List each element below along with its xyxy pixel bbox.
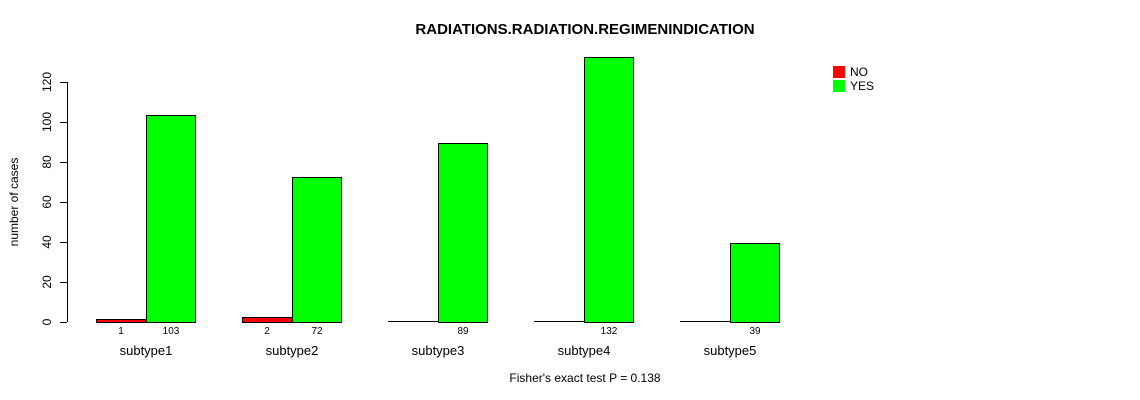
bar-yes-subtype1 (146, 115, 196, 323)
bar-value-no-subtype1: 1 (118, 326, 124, 337)
bar-value-yes-subtype1: 103 (162, 326, 180, 337)
x-category-label-subtype1: subtype1 (119, 343, 173, 358)
footnote: Fisher's exact test P = 0.138 (509, 371, 661, 385)
legend: NO YES (833, 65, 874, 93)
bar-value-yes-subtype3: 89 (457, 326, 469, 337)
x-category-label-subtype2: subtype2 (265, 343, 319, 358)
y-tick-100 (60, 122, 67, 123)
x-category-label-subtype4: subtype4 (557, 343, 611, 358)
legend-row-no: NO (833, 65, 874, 79)
bar-value-yes-subtype4: 132 (600, 326, 618, 337)
bar-yes-subtype5 (730, 243, 780, 323)
y-tick-label-20: 20 (40, 275, 54, 289)
bar-yes-subtype3 (438, 143, 488, 323)
bar-value-no-subtype2: 2 (264, 326, 270, 337)
bar-no-subtype3 (388, 321, 438, 322)
y-tick-60 (60, 202, 67, 203)
y-tick-0 (60, 322, 67, 323)
bar-value-yes-subtype5: 39 (749, 326, 761, 337)
y-tick-80 (60, 162, 67, 163)
y-tick-40 (60, 242, 67, 243)
y-tick-label-120: 120 (40, 71, 54, 93)
bar-yes-subtype4 (584, 57, 634, 323)
y-tick-20 (60, 282, 67, 283)
bar-no-subtype5 (680, 321, 730, 322)
legend-swatch-yes (833, 80, 845, 92)
y-tick-label-80: 80 (40, 155, 54, 169)
bar-yes-subtype2 (292, 177, 342, 323)
y-axis-line (67, 82, 68, 322)
bar-no-subtype2 (242, 317, 292, 323)
legend-swatch-no (833, 66, 845, 78)
y-tick-label-0: 0 (40, 318, 54, 326)
legend-label-no: NO (850, 65, 868, 79)
x-category-label-subtype5: subtype5 (703, 343, 757, 358)
chart-title: RADIATIONS.RADIATION.REGIMENINDICATION (415, 21, 755, 38)
y-tick-label-60: 60 (40, 195, 54, 209)
x-category-label-subtype3: subtype3 (411, 343, 465, 358)
y-tick-label-100: 100 (40, 111, 54, 133)
y-tick-label-40: 40 (40, 235, 54, 249)
y-axis-label: number of cases (7, 157, 21, 247)
y-tick-120 (60, 82, 67, 83)
legend-row-yes: YES (833, 79, 874, 93)
bar-no-subtype1 (96, 319, 146, 323)
bar-value-yes-subtype2: 72 (311, 326, 323, 337)
legend-label-yes: YES (850, 79, 875, 93)
bar-no-subtype4 (534, 321, 584, 322)
